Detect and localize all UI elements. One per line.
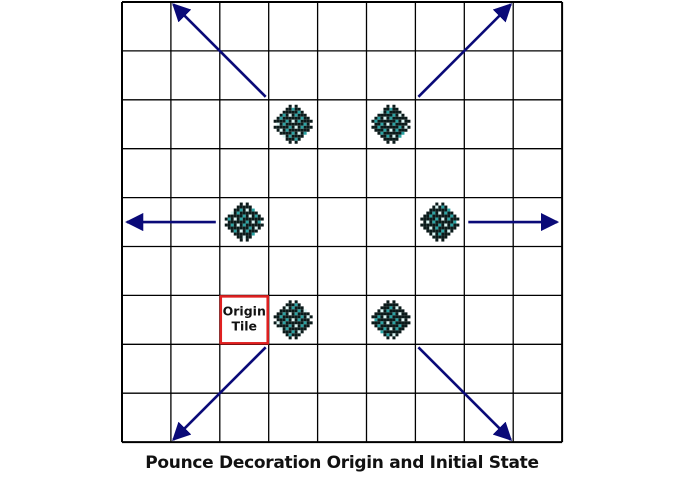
pounce-decoration-icon <box>371 300 411 340</box>
origin-tile-border <box>219 295 269 345</box>
direction-arrows <box>125 3 560 441</box>
origin-tile: Origin Tile <box>219 295 269 345</box>
pounce-decoration-icon <box>371 104 411 144</box>
pounce-decoration-icon <box>273 300 313 340</box>
decorations <box>224 104 460 340</box>
pounce-decoration-icon <box>273 104 313 144</box>
arrow-up-right <box>417 3 513 98</box>
arrow-down-left <box>172 346 267 441</box>
pounce-decoration-icon <box>420 202 460 242</box>
diagram-caption: Pounce Decoration Origin and Initial Sta… <box>145 453 539 473</box>
arrow-up-left <box>172 3 267 98</box>
origin-tile-label-line2: Tile <box>231 318 257 333</box>
origin-tile-label-line1: Origin <box>223 303 266 318</box>
tile-grid <box>121 1 564 444</box>
arrow-down-right <box>417 346 513 441</box>
pounce-decoration-icon <box>224 202 264 242</box>
